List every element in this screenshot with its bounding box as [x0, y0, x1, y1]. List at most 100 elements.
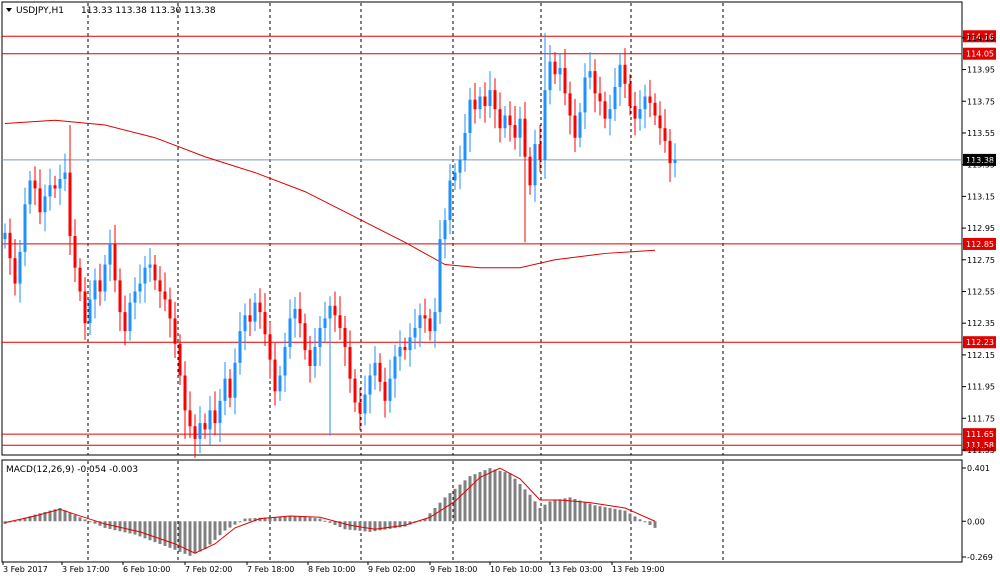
- macd-histogram-bar: [443, 497, 447, 522]
- candle-body: [523, 118, 527, 157]
- price-tick-label: 112.35: [967, 319, 995, 328]
- candle-body: [203, 423, 207, 430]
- candle-body: [188, 410, 192, 427]
- candle-body: [633, 106, 637, 119]
- candle-body: [663, 128, 667, 141]
- candle-body: [598, 93, 602, 102]
- candle-body: [438, 239, 442, 313]
- macd-histogram-bar: [453, 488, 457, 522]
- macd-histogram-bar: [233, 521, 237, 525]
- candle-body: [318, 327, 322, 347]
- macd-histogram-bar: [633, 516, 637, 522]
- candle-body: [158, 280, 162, 292]
- macd-histogram-bar: [568, 497, 572, 522]
- candle-body: [568, 93, 572, 116]
- level-label: 111.65: [966, 430, 994, 439]
- candle-body: [73, 236, 77, 268]
- candle-body: [58, 178, 62, 189]
- macd-histogram-bar: [278, 516, 282, 522]
- candle-body: [193, 426, 197, 439]
- macd-histogram-bar: [508, 473, 512, 522]
- candle-body: [448, 180, 452, 221]
- macd-histogram-bar: [143, 521, 147, 539]
- macd-histogram-bar: [463, 480, 467, 522]
- price-panel[interactable]: [1, 1, 963, 456]
- candle-body: [13, 258, 17, 284]
- macd-histogram-bar: [243, 518, 247, 522]
- level-label: 112.23: [966, 338, 994, 347]
- macd-histogram-bar: [133, 521, 137, 535]
- macd-histogram-bar: [368, 521, 372, 532]
- candle-body: [143, 267, 147, 284]
- macd-histogram-bar: [273, 517, 277, 522]
- candle-body: [613, 86, 617, 110]
- macd-histogram-bar: [158, 521, 162, 545]
- price-tick-label: 112.75: [967, 256, 995, 265]
- macd-histogram-bar: [258, 517, 262, 522]
- candle-body: [153, 264, 157, 281]
- price-tick-label: 111.55: [967, 446, 995, 455]
- macd-histogram-bar: [583, 502, 587, 522]
- time-label: 3 Feb 2017: [3, 565, 48, 574]
- symbol-title: USDJPY,H1: [16, 6, 64, 16]
- candle-body: [413, 327, 417, 338]
- macd-histogram-bar: [493, 469, 497, 522]
- candle-body: [433, 312, 437, 332]
- candle-body: [378, 362, 382, 382]
- candle-body: [308, 350, 312, 366]
- candle-body: [538, 144, 542, 160]
- triangle-down-icon[interactable]: [6, 8, 12, 12]
- candle-body: [18, 251, 22, 284]
- macd-histogram-bar: [93, 521, 97, 524]
- candle-body: [638, 109, 642, 119]
- macd-histogram-bar: [638, 519, 642, 522]
- candle-body: [273, 359, 277, 392]
- candle-body: [78, 267, 82, 292]
- macd-histogram-bar: [438, 502, 442, 522]
- candle-body: [533, 144, 537, 186]
- price-tick-label: 113.95: [967, 66, 995, 75]
- candle-body: [358, 402, 362, 414]
- macd-histogram-bar: [313, 518, 317, 522]
- macd-histogram-bar: [88, 521, 92, 523]
- candle-body: [363, 394, 367, 414]
- macd-panel[interactable]: [1, 459, 963, 563]
- macd-histogram-bar: [553, 500, 557, 522]
- level-label-bg: [963, 237, 996, 250]
- macd-histogram-bar: [378, 521, 382, 531]
- macd-histogram-bar: [503, 472, 507, 522]
- candle-body: [323, 318, 327, 328]
- candle-body: [213, 410, 217, 424]
- candle-body: [553, 61, 557, 75]
- macd-histogram-bar: [263, 517, 267, 522]
- macd-histogram-bar: [283, 516, 287, 522]
- macd-histogram-bar: [203, 521, 207, 550]
- level-label-bg: [963, 428, 996, 441]
- macd-histogram-bar: [178, 521, 182, 552]
- macd-histogram-bar: [648, 521, 652, 526]
- candle-body: [458, 159, 462, 173]
- candle-body: [508, 115, 512, 126]
- candle-body: [283, 346, 287, 376]
- macd-histogram-bar: [228, 521, 232, 528]
- macd-histogram-bar: [268, 517, 272, 522]
- candle-body: [388, 378, 392, 401]
- price-tick-label: 111.75: [967, 414, 995, 423]
- candle-body: [108, 243, 112, 265]
- macd-tick-label: 0.401: [967, 464, 990, 473]
- macd-histogram-bar: [623, 510, 627, 522]
- candle-body: [468, 99, 472, 133]
- macd-histogram-bar: [523, 489, 527, 522]
- macd-histogram-bar: [288, 516, 292, 522]
- candle-body: [383, 381, 387, 401]
- macd-histogram-bar: [148, 521, 152, 541]
- macd-signal-line: [4, 467, 656, 554]
- macd-histogram-bar: [18, 519, 22, 522]
- price-tick-label: 113.15: [967, 192, 995, 201]
- macd-histogram-bar: [418, 520, 422, 522]
- macd-histogram-bar: [513, 478, 517, 522]
- price-tick-label: 114.15: [967, 34, 995, 43]
- candle-body: [603, 101, 607, 119]
- candle-body: [278, 375, 282, 392]
